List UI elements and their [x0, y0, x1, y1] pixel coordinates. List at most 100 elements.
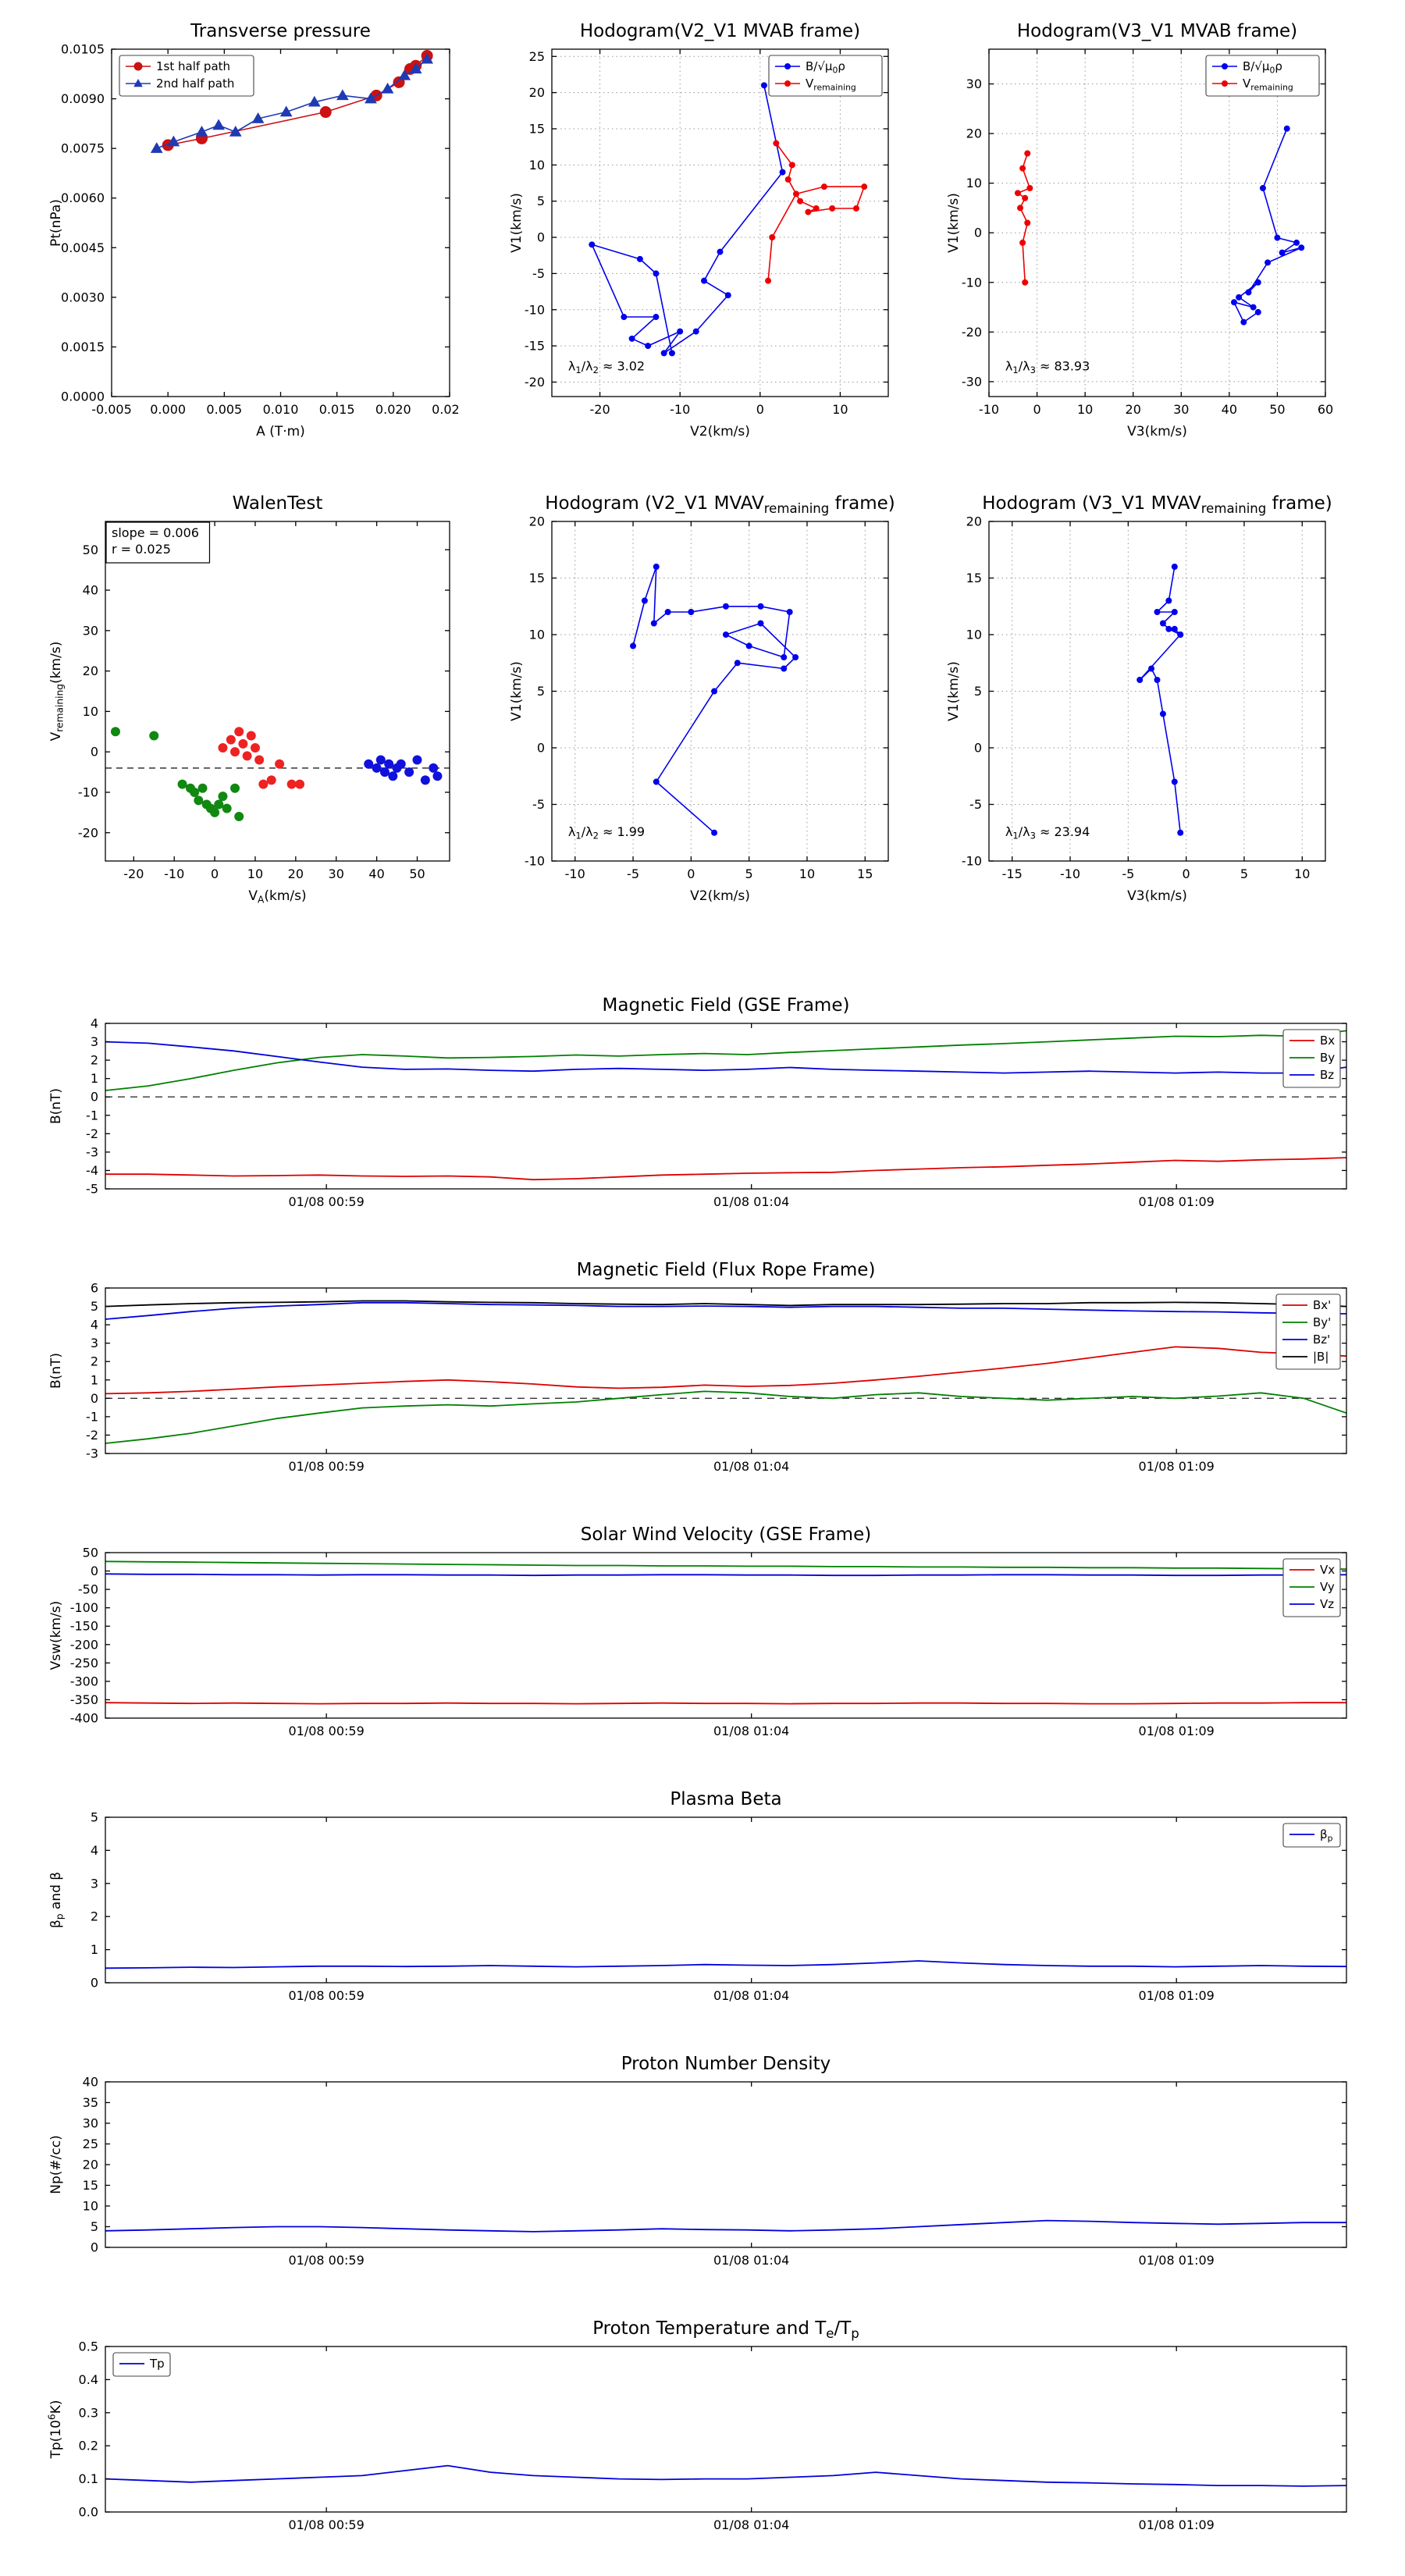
svg-text:30: 30 [83, 2116, 98, 2131]
svg-text:01/08 01:09: 01/08 01:09 [1139, 2253, 1215, 2268]
svg-text:40: 40 [368, 866, 384, 881]
svg-text:15: 15 [857, 866, 873, 881]
svg-text:1: 1 [91, 1071, 98, 1086]
svg-text:4: 4 [91, 1016, 98, 1031]
svg-text:01/08 00:59: 01/08 00:59 [288, 1194, 364, 1209]
svg-text:0.0090: 0.0090 [61, 91, 105, 106]
svg-text:B/√μ0ρ: B/√μ0ρ [806, 59, 845, 75]
svg-text:30: 30 [329, 866, 344, 881]
svg-text:2: 2 [91, 1053, 98, 1068]
svg-text:-5: -5 [627, 866, 639, 881]
svg-text:10: 10 [966, 628, 982, 642]
svg-text:Bx': Bx' [1313, 1298, 1331, 1312]
svg-text:Solar Wind Velocity (GSE Frame: Solar Wind Velocity (GSE Frame) [581, 1525, 871, 1545]
svg-text:V3(km/s): V3(km/s) [1127, 888, 1187, 904]
svg-text:-0.005: -0.005 [91, 402, 132, 417]
svg-text:0: 0 [211, 866, 219, 881]
svg-text:20: 20 [1126, 402, 1141, 417]
svg-text:4: 4 [91, 1843, 98, 1858]
svg-text:-50: -50 [78, 1582, 98, 1597]
svg-text:0: 0 [91, 2240, 98, 2255]
svg-text:1: 1 [91, 1372, 98, 1387]
svg-text:V1(km/s): V1(km/s) [946, 661, 962, 721]
svg-text:6: 6 [91, 1281, 98, 1296]
svg-text:-10: -10 [979, 402, 999, 417]
svg-text:01/08 00:59: 01/08 00:59 [288, 2517, 364, 2532]
svg-text:10: 10 [1077, 402, 1093, 417]
svg-text:-10: -10 [670, 402, 690, 417]
svg-text:V2(km/s): V2(km/s) [690, 424, 750, 439]
svg-text:3: 3 [91, 1336, 98, 1350]
svg-text:Pt(nPa): Pt(nPa) [48, 199, 64, 247]
svg-text:-10: -10 [1060, 866, 1080, 881]
svg-text:1st half path: 1st half path [156, 59, 230, 73]
svg-text:0: 0 [537, 741, 545, 756]
svg-text:0: 0 [1183, 866, 1190, 881]
svg-text:25: 25 [529, 49, 545, 64]
svg-text:50: 50 [409, 866, 425, 881]
svg-text:0: 0 [974, 226, 982, 240]
chart-svg-bfield-fluxrope: 01/08 00:59 01/08 01:04 01/08 01:09 -3 -2 -1 0… [48, 1260, 1347, 1474]
svg-text:VA(km/s): VA(km/s) [248, 888, 306, 906]
svg-text:10: 10 [529, 628, 545, 642]
svg-text:20: 20 [288, 866, 304, 881]
svg-text:B(nT): B(nT) [48, 1353, 64, 1389]
chart-hodogram-v3v1-mvav: -15 -10 -5 0 5 10 -10 -5 0 5 10 15 20 Hodogram (V3_V1… [941, 484, 1335, 909]
svg-text:0.0: 0.0 [79, 2505, 98, 2520]
svg-text:01/08 00:59: 01/08 00:59 [288, 1459, 364, 1474]
svg-text:Hodogram(V2_V1 MVAB frame): Hodogram(V2_V1 MVAB frame) [580, 21, 860, 41]
svg-text:-10: -10 [565, 866, 585, 881]
chart-transverse-pressure: -0.005 0.000 0.005 0.010 0.015 0.020 0.025 0.00… [43, 12, 461, 445]
svg-text:0: 0 [91, 1976, 98, 1991]
svg-text:-10: -10 [78, 785, 98, 799]
svg-text:60: 60 [1318, 402, 1333, 417]
chart-hodogram-v3v1-mvab: -10 0 10 20 30 40 50 60 -30 -20 -10 0 10 20 30 Hodogram… [941, 12, 1335, 445]
svg-text:5: 5 [91, 1810, 98, 1825]
svg-text:-350: -350 [70, 1692, 98, 1707]
svg-text:5: 5 [537, 194, 545, 208]
svg-text:01/08 01:04: 01/08 01:04 [713, 2517, 789, 2532]
svg-text:40: 40 [1222, 402, 1237, 417]
chart-svg-transverse-pressure: -0.005 0.000 0.005 0.010 0.015 0.020 0.025 0.00… [48, 21, 461, 439]
svg-text:10: 10 [247, 866, 263, 881]
svg-text:0.0075: 0.0075 [61, 141, 105, 156]
svg-text:-5: -5 [532, 797, 545, 812]
svg-text:-15: -15 [1002, 866, 1023, 881]
svg-text:0.1: 0.1 [79, 2471, 98, 2486]
svg-text:01/08 01:09: 01/08 01:09 [1139, 1194, 1215, 1209]
svg-text:-3: -3 [86, 1446, 98, 1461]
svg-text:01/08 00:59: 01/08 00:59 [288, 1724, 364, 1738]
svg-text:By: By [1320, 1051, 1335, 1065]
svg-text:0.025: 0.025 [432, 402, 461, 417]
svg-text:20: 20 [966, 126, 982, 141]
chart-proton-density: 01/08 00:59 01/08 01:04 01/08 01:09 0 5 10 15 2… [43, 2046, 1362, 2288]
svg-text:15: 15 [966, 571, 982, 585]
svg-text:Plasma Beta: Plasma Beta [670, 1789, 781, 1809]
svg-text:15: 15 [529, 571, 545, 585]
svg-text:0.015: 0.015 [319, 402, 355, 417]
svg-text:Proton Number Density: Proton Number Density [621, 2054, 831, 2074]
svg-text:0.010: 0.010 [263, 402, 299, 417]
svg-text:-250: -250 [70, 1656, 98, 1670]
svg-text:-10: -10 [962, 275, 982, 290]
svg-text:-20: -20 [78, 825, 98, 840]
svg-text:-20: -20 [590, 402, 610, 417]
svg-text:Magnetic Field (Flux Rope Fram: Magnetic Field (Flux Rope Frame) [577, 1260, 876, 1280]
svg-text:-5: -5 [1122, 866, 1134, 881]
svg-text:-2: -2 [86, 1126, 98, 1141]
svg-text:-20: -20 [123, 866, 144, 881]
svg-text:5: 5 [91, 2219, 98, 2234]
svg-text:-30: -30 [962, 374, 982, 389]
svg-text:5: 5 [537, 684, 545, 699]
svg-text:-300: -300 [70, 1674, 98, 1688]
chart-bfield-gse: 01/08 00:59 01/08 01:04 01/08 01:09 -5 -4 -3 -… [43, 987, 1362, 1229]
svg-text:10: 10 [1294, 866, 1310, 881]
svg-text:01/08 01:04: 01/08 01:04 [713, 1459, 789, 1474]
svg-text:Vsw(km/s): Vsw(km/s) [48, 1601, 64, 1670]
svg-text:20: 20 [529, 514, 545, 529]
svg-text:01/08 01:04: 01/08 01:04 [713, 1988, 789, 2003]
svg-text:r = 0.025: r = 0.025 [112, 542, 171, 557]
svg-text:0: 0 [974, 741, 982, 756]
